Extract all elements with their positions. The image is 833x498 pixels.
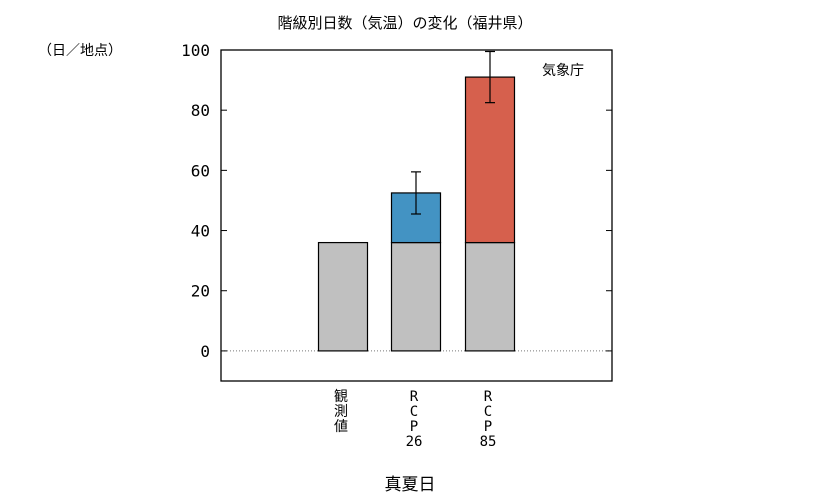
y-tick-label: 40 <box>191 222 210 241</box>
x-category-label: P <box>410 419 418 435</box>
x-category-label: 観 <box>334 388 348 405</box>
x-category-label: 測 <box>334 404 348 420</box>
plot-frame <box>220 49 613 382</box>
x-category-label: P <box>484 419 492 435</box>
bar-observed-base <box>317 241 369 352</box>
source-label: 気象庁 <box>542 63 584 79</box>
bar-projected-increase <box>464 76 516 244</box>
y-tick-label: 20 <box>191 282 210 301</box>
x-axis-label: 真夏日 <box>385 475 436 495</box>
x-category-label: 85 <box>480 434 497 450</box>
x-category-label: 26 <box>406 434 423 450</box>
x-category-label: 値 <box>334 419 348 435</box>
chart-title: 階級別日数（気温）の変化（福井県） <box>277 14 532 32</box>
x-category-label: C <box>484 404 492 420</box>
bar-observed-base <box>390 241 442 352</box>
y-tick-label: 80 <box>191 101 210 120</box>
y-tick-label: 100 <box>181 41 210 60</box>
y-tick-label: 60 <box>191 161 210 180</box>
y-axis-unit-label: （日／地点） <box>38 43 122 59</box>
x-category-label: C <box>410 404 418 420</box>
y-tick-label: 0 <box>200 342 210 361</box>
bar-observed-base <box>464 241 516 352</box>
x-category-label: R <box>484 389 493 405</box>
x-category-label: R <box>410 389 419 405</box>
